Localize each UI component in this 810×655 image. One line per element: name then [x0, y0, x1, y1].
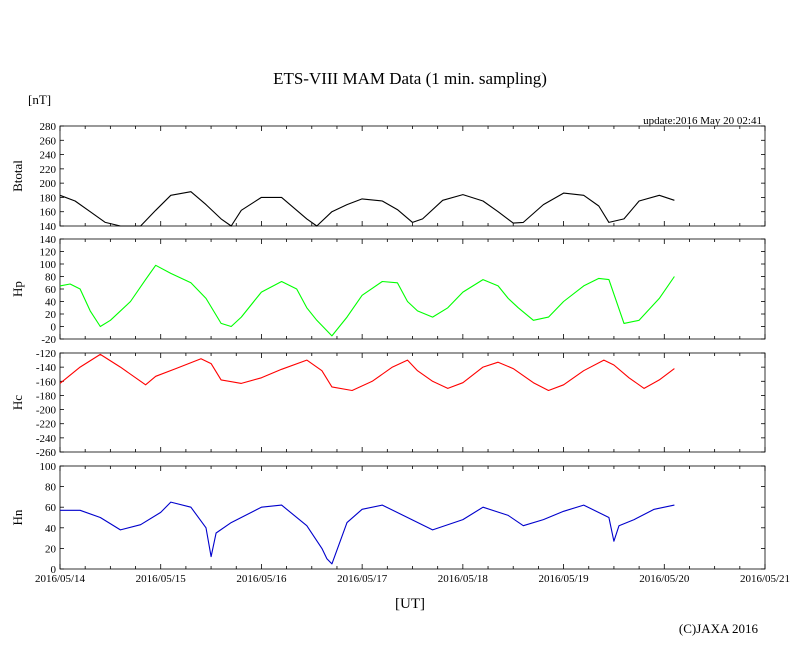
panel-hc: -260 -240 -220 -200 -180 -160 -140 -120 Hc	[10, 348, 766, 459]
x-tick-label: 2016/05/19	[539, 573, 590, 585]
x-tick-label: 2016/05/14	[35, 573, 86, 585]
y-tick-label: 60	[45, 284, 57, 296]
x-tick-label: 2016/05/18	[438, 573, 489, 585]
y-tick-label: -220	[36, 419, 57, 431]
panel-btotal: 140 160 180 200 220 240 260 280 Btotal	[10, 121, 766, 233]
series-line-hn	[60, 501, 675, 565]
y-tick-label: 160	[40, 207, 57, 219]
y-tick-label: -260	[36, 447, 57, 459]
y-tick-label: 240	[40, 150, 57, 162]
y-tick-label: 80	[45, 482, 57, 494]
x-tick-label: 2016/05/17	[337, 573, 388, 585]
series-line-hc	[59, 353, 675, 392]
y-tick-label: 260	[40, 135, 57, 147]
y-tick-label: 140	[40, 234, 57, 246]
y-axis-label-btotal: Btotal	[10, 160, 25, 192]
y-tick-label: 200	[40, 178, 57, 190]
y-tick-label: 20	[45, 309, 57, 321]
y-axis-label-hn: Hn	[10, 509, 25, 525]
y-tick-label: 80	[45, 272, 57, 284]
x-tick-label: 2016/05/21	[740, 573, 790, 585]
y-tick-label: -20	[41, 334, 56, 346]
x-axis-label: [UT]	[395, 596, 425, 612]
y-tick-label: 40	[45, 523, 57, 535]
y-axis-label-hp: Hp	[10, 281, 25, 297]
y-tick-label: 100	[40, 259, 57, 271]
update-timestamp: update:2016 May 20 02:41	[643, 115, 762, 127]
y-tick-label: -160	[36, 376, 57, 388]
y-tick-label: -120	[36, 348, 57, 360]
unit-label: [nT]	[28, 92, 51, 107]
y-tick-label: 180	[40, 192, 57, 204]
y-tick-label: 140	[40, 221, 57, 233]
y-tick-label: 280	[40, 121, 57, 133]
copyright-text: (C)JAXA 2016	[679, 621, 759, 636]
x-tick-label: 2016/05/16	[236, 573, 287, 585]
x-tick-label: 2016/05/20	[639, 573, 690, 585]
chart-title: ETS-VIII MAM Data (1 min. sampling)	[273, 69, 547, 88]
y-tick-label: 220	[40, 164, 57, 176]
y-tick-label: -180	[36, 390, 57, 402]
chart-panels: 140160180200220240260280Btotal-200204060…	[10, 121, 766, 576]
x-tick-label: 2016/05/15	[136, 573, 187, 585]
y-tick-label: 0	[51, 322, 57, 334]
y-tick-label: 40	[45, 297, 57, 309]
y-tick-label: 100	[40, 461, 57, 473]
plot-frame	[59, 465, 766, 570]
plot-frame	[59, 352, 766, 453]
y-tick-label: -240	[36, 433, 57, 445]
y-tick-label: -200	[36, 405, 57, 417]
y-tick-label: 120	[40, 247, 57, 259]
y-tick-label: 0	[51, 564, 57, 576]
y-tick-label: 20	[45, 543, 57, 555]
panel-hn: 0 20 40 60 80 100 Hn	[10, 461, 766, 576]
series-line-btotal	[59, 191, 675, 227]
plot-frame	[59, 125, 766, 227]
y-axis-label-hc: Hc	[10, 395, 25, 410]
y-tick-label: -140	[36, 362, 57, 374]
plot-frame	[59, 238, 766, 340]
y-tick-label: 60	[45, 502, 57, 514]
x-axis-ticks: 2016/05/14 2016/05/15 2016/05/16 2016/05/17…	[35, 573, 790, 585]
series-line-hp	[59, 264, 675, 337]
